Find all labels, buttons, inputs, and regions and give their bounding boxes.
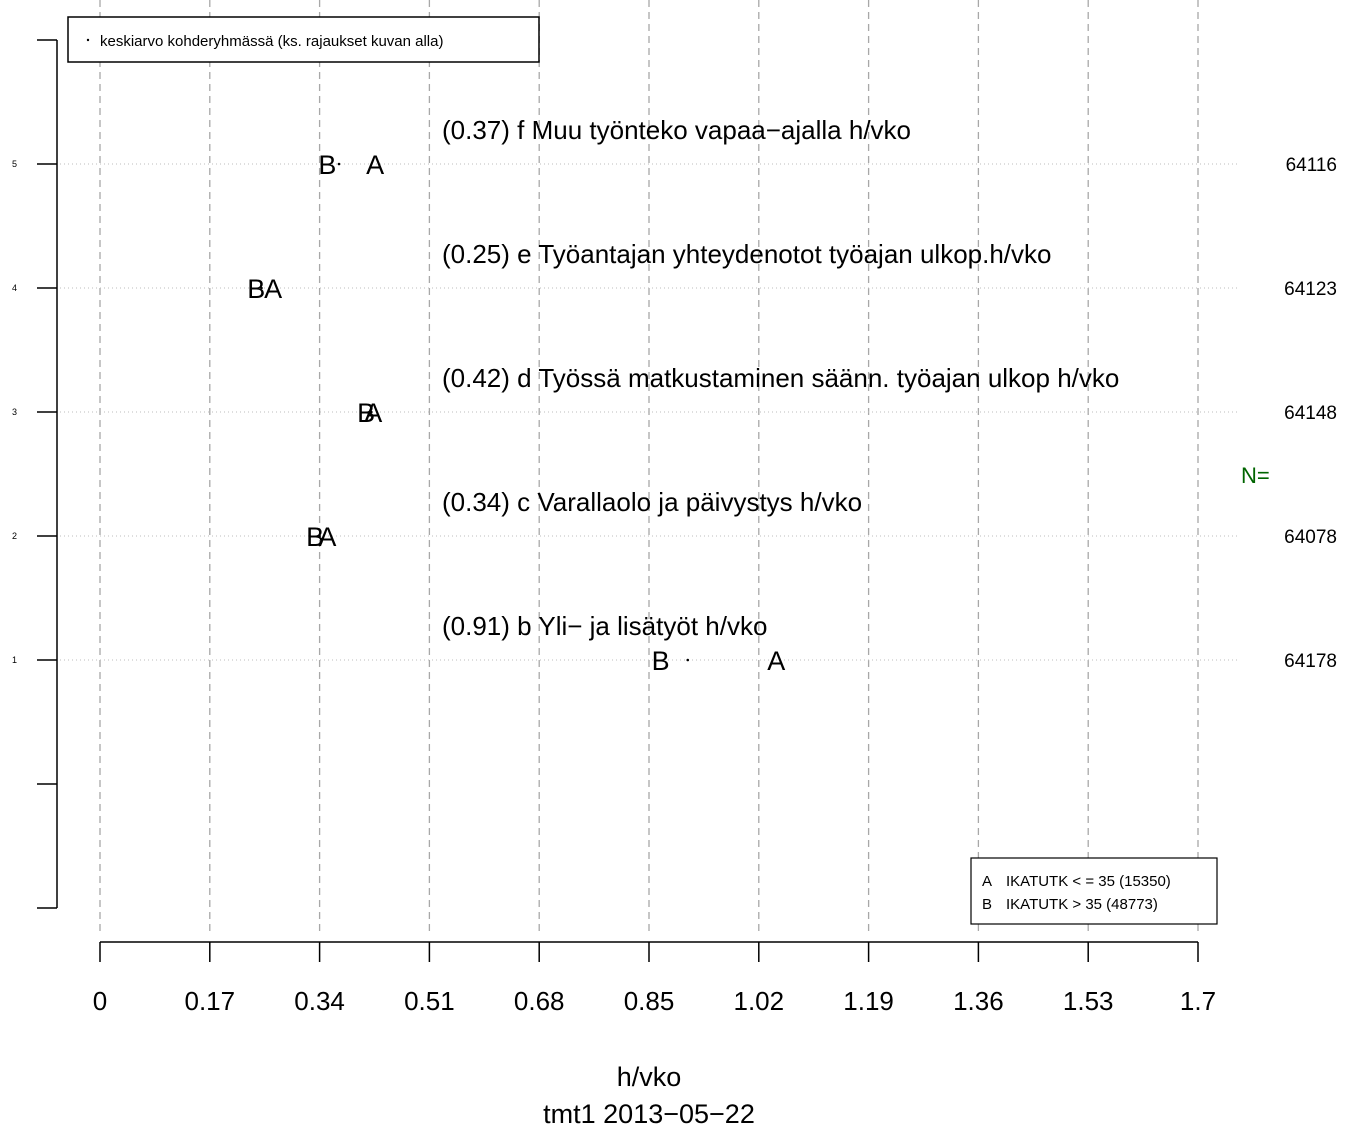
y-tick-label: 3 [12,407,17,417]
x-tick-label: 1.36 [953,986,1004,1016]
mean-point [318,534,321,538]
n-label: N= [1241,463,1270,488]
row-label: (0.25) e Työantajan yhteydenotot työajan… [442,239,1052,269]
group-legend-text-a: IKATUTK < = 35 (15350) [1006,873,1171,890]
x-tick-label: 0 [93,986,107,1016]
marker-a: A [264,274,282,304]
y-axis: 1 2 3 4 5 [12,39,58,909]
marker-b: B [652,646,670,676]
mean-point [260,286,263,290]
x-tick-label: 1.02 [733,986,784,1016]
group-legend-text-b: IKATUTK > 35 (48773) [1006,896,1158,913]
row-n-value: 64123 [1284,279,1337,300]
group-legend-letter-a: A [982,873,992,890]
x-tick-label: 0.68 [514,986,565,1016]
top-legend-box [67,16,540,63]
data-rows: (0.37) f Muu työnteko vapaa−ajalla h/vko… [247,115,1337,676]
mean-point [686,658,690,662]
top-legend-dot-icon [86,38,90,42]
x-tick-label: 1.7 [1180,986,1216,1016]
mean-point [369,410,373,414]
x-tick-label: 0.85 [624,986,675,1016]
row-label: (0.34) c Varallaolo ja päivystys h/vko [442,487,862,517]
row-label: (0.91) b Yli− ja lisätyöt h/vko [442,611,767,641]
chart-subtitle: tmt1 2013−05−22 [543,1099,755,1129]
group-legend: A IKATUTK < = 35 (15350) B IKATUTK > 35 … [970,857,1218,925]
marker-a: A [318,522,336,552]
row-label: (0.37) f Muu työnteko vapaa−ajalla h/vko [442,115,911,145]
y-tick-label: 1 [12,655,17,665]
x-axis-title: h/vko [617,1062,682,1092]
x-tick-label: 1.53 [1063,986,1114,1016]
group-legend-letter-b: B [982,896,992,913]
y-tick-label: 4 [12,283,17,293]
row-label: (0.42) d Työssä matkustaminen säänn. työ… [442,363,1119,393]
horizontal-gridlines [60,163,1240,661]
x-tick-label: 0.51 [404,986,455,1016]
marker-a: A [767,646,785,676]
top-legend: keskiarvo kohderyhmässä (ks. rajaukset k… [67,16,540,63]
marker-b: B [318,150,336,180]
y-tick-label: 2 [12,531,17,541]
marker-b: B [306,522,324,552]
row-n-value: 64148 [1284,403,1337,424]
marker-b: B [247,274,265,304]
row-n-value: 64178 [1284,651,1337,672]
marker-a: A [364,398,382,428]
x-axis: 0 0.17 0.34 0.51 0.68 0.85 1.02 1.19 1.36 1.53 1.7 [93,941,1216,1016]
row-n-value: 64116 [1286,155,1337,176]
marker-a: A [366,150,384,180]
x-tick-label: 0.17 [184,986,235,1016]
mean-point [337,162,341,166]
x-tick-label: 1.19 [843,986,894,1016]
y-tick-label: 5 [12,159,17,169]
group-legend-box [970,857,1218,925]
row-n-value: 64078 [1284,527,1337,548]
marker-b: B [357,398,375,428]
top-legend-text: keskiarvo kohderyhmässä (ks. rajaukset k… [100,33,443,50]
x-tick-label: 0.34 [294,986,345,1016]
